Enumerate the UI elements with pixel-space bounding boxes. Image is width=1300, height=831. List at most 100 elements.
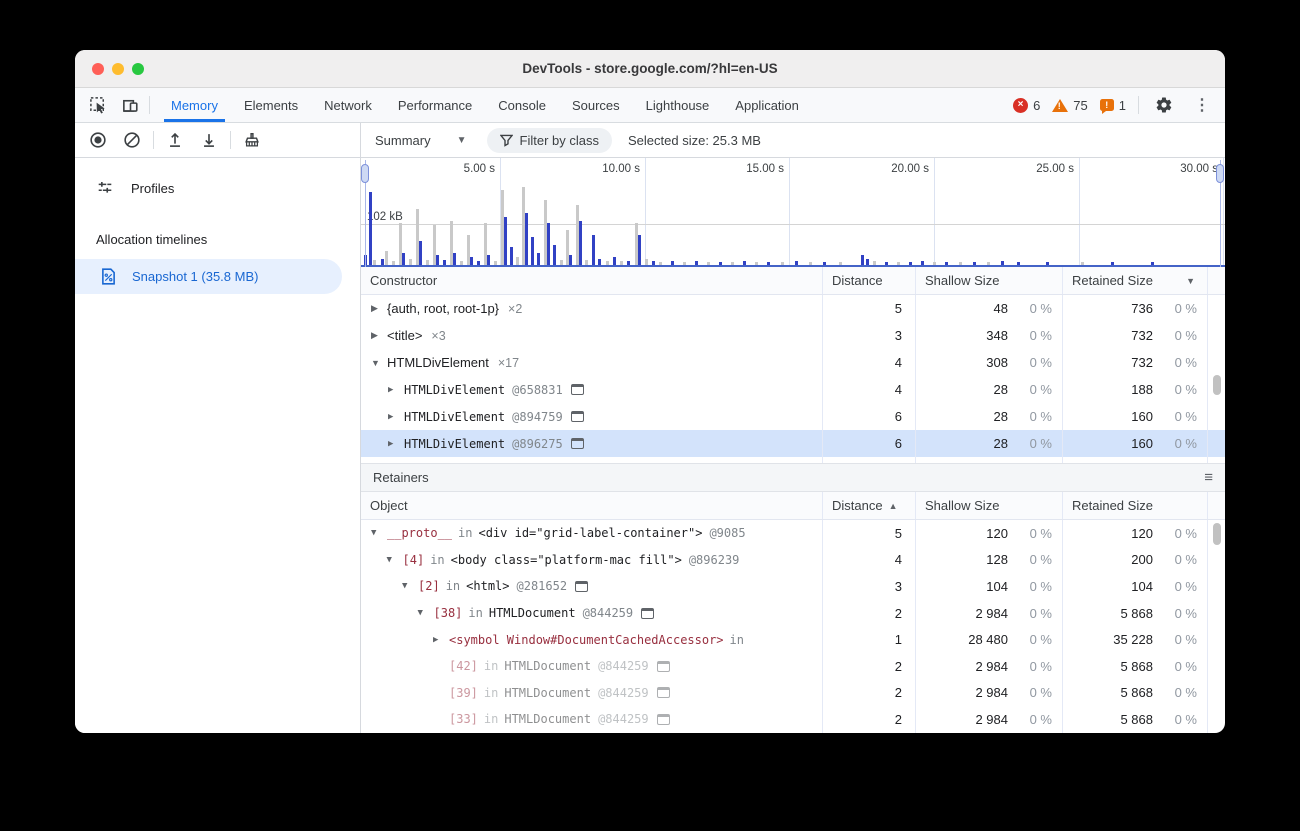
record-heap-icon[interactable]	[85, 127, 111, 153]
distance-cell: 3	[822, 573, 915, 600]
column-header-shallow-size[interactable]: Shallow Size	[915, 492, 1062, 519]
column-header-retained-size[interactable]: Retained Size ▼	[1062, 267, 1207, 294]
issues-badge[interactable]: 1	[1099, 98, 1126, 114]
constructor-row[interactable]: ▶ HTMLDivElement @894759 6 28 0 % 160 0 %	[361, 403, 1225, 430]
load-profile-icon[interactable]	[162, 127, 188, 153]
console-warnings-badge[interactable]: 75	[1052, 97, 1088, 113]
size-value: 160	[1131, 409, 1153, 424]
object-id: @844259	[582, 606, 634, 621]
tab-memory[interactable]: Memory	[158, 88, 231, 122]
class-filter-input[interactable]: Filter by class	[486, 127, 612, 153]
size-percent: 0 %	[1174, 436, 1197, 451]
tab-sources[interactable]: Sources	[571, 97, 620, 113]
retainer-row[interactable]: [42] in HTMLDocument @844259 2 2 984 0 % 5 868 0…	[361, 652, 1225, 680]
retainers-menu-icon[interactable]: ≡	[1204, 469, 1213, 486]
tab-performance[interactable]: Performance	[397, 97, 473, 113]
size-cell: 5 868 0 %	[1062, 679, 1207, 707]
size-value: 104	[986, 578, 1008, 594]
allocation-bar-total	[873, 261, 876, 265]
more-options-kebab-icon[interactable]: ⋮	[1194, 97, 1210, 114]
retainer-row[interactable]: ▼ __proto__ in <div id="grid-label-containe…	[361, 520, 1225, 547]
row-name-cell: ▼ [2] in <html> @281652	[361, 573, 822, 600]
size-value: 348	[986, 328, 1008, 343]
allocation-bar-total	[606, 261, 609, 265]
retainer-row[interactable]: ▼ [4] in <body class="platform-mac fill"> @8…	[361, 546, 1225, 574]
retainer-property-name: [38]	[433, 606, 463, 621]
retainer-row[interactable]: ▼ [2] in <html> @281652 3 104 0 % 104 0 %	[361, 573, 1225, 600]
allocation-bar-total	[467, 235, 470, 265]
in-keyword: in	[445, 579, 461, 594]
retainer-row[interactable]: [33] in HTMLDocument @844259 2 2 984 0 % 5 868 0…	[361, 706, 1225, 733]
snapshot-item[interactable]: Snapshot 1 (35.8 MB)	[75, 259, 342, 294]
sidebar-item-profiles[interactable]: Profiles	[75, 168, 360, 208]
column-header-object[interactable]: Object	[370, 498, 408, 513]
constructor-row[interactable]: ▶ HTMLDivElement @658831 4 28 0 % 188 0 %	[361, 376, 1225, 403]
column-header-shallow-size[interactable]: Shallow Size	[915, 267, 1062, 294]
inspect-element-icon[interactable]	[85, 92, 111, 118]
clear-profiles-icon[interactable]	[119, 127, 145, 153]
constructor-row[interactable]: ▼ HTMLDivElement ×17 4 308 0 % 732 0 %	[361, 349, 1225, 376]
range-handle-right[interactable]	[1216, 160, 1225, 267]
constructor-table-header: Constructor Distance Shallow Size Retain…	[361, 267, 1225, 295]
divider	[230, 131, 231, 149]
console-errors-badge[interactable]: × 6	[1013, 97, 1040, 113]
tab-application[interactable]: Application	[735, 97, 799, 113]
allocation-timeline-overview[interactable]: 5.00 s 10.00 s 15.00 s 20.00 s 25.00 s 30.00 …	[361, 158, 1225, 267]
retainer-row[interactable]: ▶ <symbol Window#DocumentCachedAccessor> i…	[361, 626, 1225, 653]
scrollbar-gutter	[1207, 599, 1225, 627]
zoom-window-button[interactable]	[132, 62, 144, 75]
allocation-bar-total	[755, 262, 758, 265]
constructor-row[interactable]: ▶ HTMLDivElement @896275 6 28 0 % 160 0 %	[361, 430, 1225, 457]
allocation-bar-live	[510, 247, 513, 265]
divider	[1138, 96, 1139, 114]
allocation-bar-total	[897, 262, 900, 265]
device-toolbar-icon[interactable]	[117, 92, 143, 118]
minimize-window-button[interactable]	[112, 62, 124, 75]
size-cell: 308 0 %	[915, 349, 1062, 376]
warning-count: 75	[1073, 97, 1088, 113]
allocation-bar-live	[531, 237, 534, 265]
constructor-row[interactable]: ▶ {auth, root, root-1p} ×2 5 48 0 % 736 0 %	[361, 295, 1225, 322]
settings-gear-icon[interactable]	[1151, 92, 1177, 118]
size-cell: 128 0 %	[915, 546, 1062, 574]
retainer-row[interactable]: [39] in HTMLDocument @844259 2 2 984 0 % 5 868 0…	[361, 679, 1225, 707]
column-header-distance[interactable]: Distance ▲	[822, 492, 915, 519]
size-cell: 188 0 %	[1062, 376, 1207, 403]
size-cell: 104 0 %	[915, 573, 1062, 600]
allocation-bar-total	[426, 260, 429, 265]
allocation-bar-live	[695, 261, 698, 265]
allocation-bar-total	[501, 190, 504, 265]
allocation-bar-live	[525, 213, 528, 265]
close-window-button[interactable]	[92, 62, 104, 75]
column-header-distance[interactable]: Distance	[822, 267, 915, 294]
allocation-bar-live	[598, 259, 601, 265]
constructor-name: HTMLDivElement	[404, 409, 506, 424]
constructor-row[interactable]: ▶HTMLDivElement	[361, 457, 1225, 463]
tab-network[interactable]: Network	[324, 97, 372, 113]
allocation-bar-live	[627, 261, 630, 265]
clear-gc-brush-icon[interactable]	[239, 127, 265, 153]
allocation-bar-total	[484, 223, 487, 265]
instance-count: ×2	[508, 301, 523, 316]
scrollbar-gutter	[1207, 403, 1225, 430]
size-value: 5 868	[1120, 605, 1153, 621]
range-handle-left[interactable]	[361, 160, 370, 267]
allocation-bar-total	[987, 262, 990, 265]
save-profile-icon[interactable]	[196, 127, 222, 153]
allocation-timelines-heading: Allocation timelines	[96, 232, 208, 247]
scrollbar-thumb[interactable]	[1213, 523, 1221, 545]
tab-elements[interactable]: Elements	[243, 97, 299, 113]
scrollbar-thumb[interactable]	[1213, 375, 1221, 395]
scrollbar-gutter	[1207, 652, 1225, 680]
perspective-select[interactable]: Summary ▼	[371, 133, 471, 148]
tab-lighthouse[interactable]: Lighthouse	[645, 97, 710, 113]
retainer-row[interactable]: ▼ [38] in HTMLDocument @844259 2 2 984 0 % 5 868…	[361, 599, 1225, 627]
sidebar-item-label: Profiles	[131, 180, 175, 196]
column-header-constructor[interactable]: Constructor	[370, 273, 438, 288]
size-percent: 0 %	[1174, 658, 1197, 674]
constructor-row[interactable]: ▶ <title> ×3 3 348 0 % 732 0 %	[361, 322, 1225, 349]
tab-console[interactable]: Console	[498, 97, 546, 113]
column-header-retained-size[interactable]: Retained Size	[1062, 492, 1207, 519]
allocation-bar-live	[470, 257, 473, 265]
allocation-bar-live	[569, 255, 572, 265]
